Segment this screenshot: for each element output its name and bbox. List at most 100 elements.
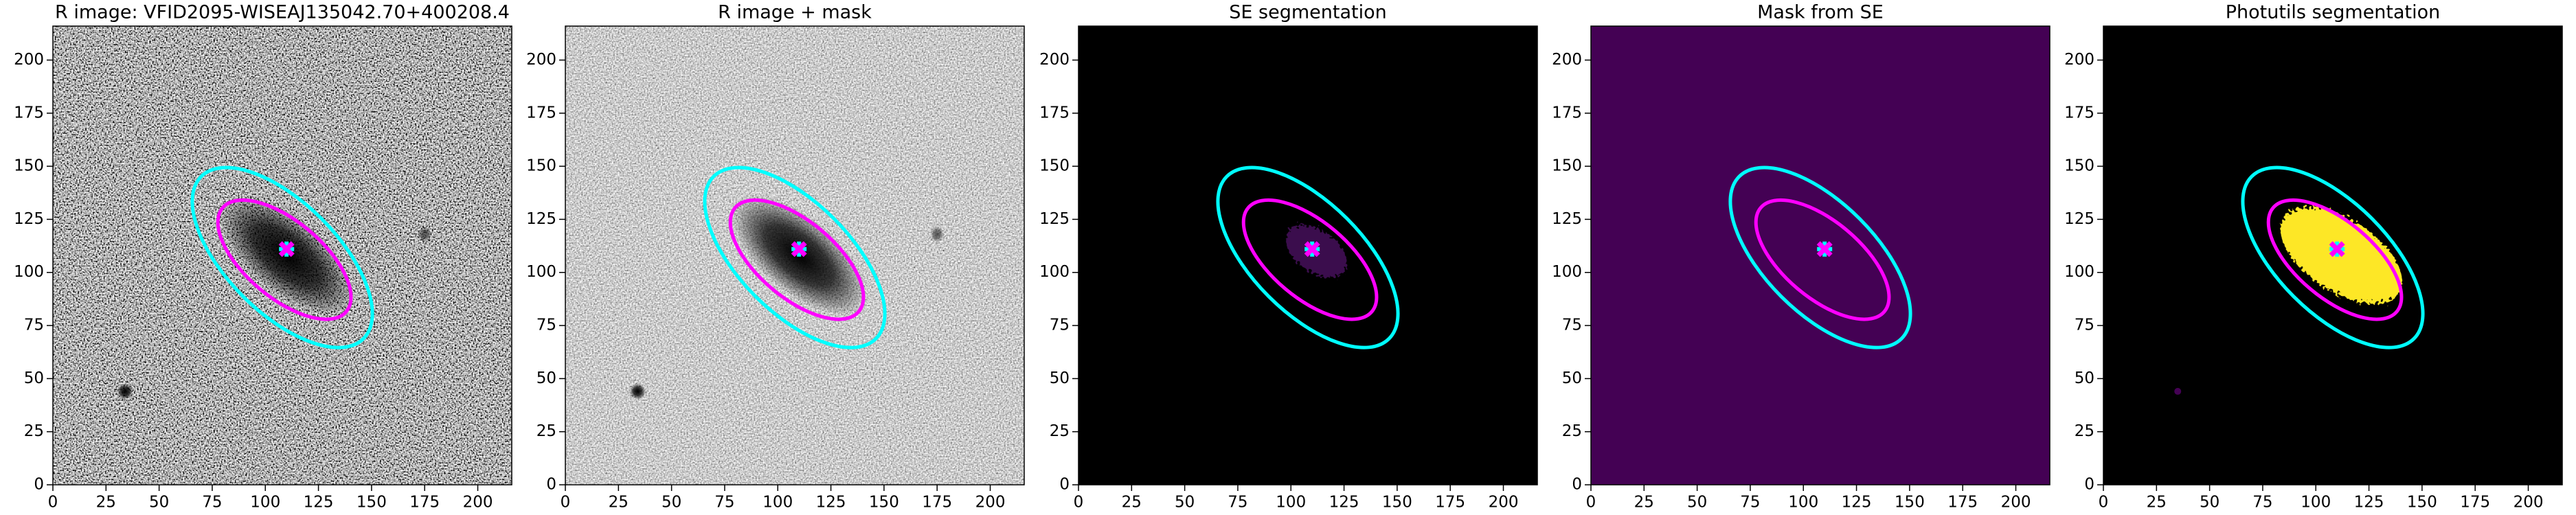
x-tick-label: 125: [2354, 494, 2384, 512]
x-tick-label: 150: [1382, 494, 1412, 512]
x-tick-label: 50: [2200, 494, 2219, 512]
y-tick-label: 100: [2064, 263, 2094, 281]
source: [117, 382, 134, 400]
aperture-ellipse: [703, 165, 887, 350]
x-tick-label: 100: [762, 494, 793, 512]
x-tick-label: 100: [1788, 494, 1818, 512]
y-tick-label: 175: [1552, 104, 1582, 122]
x-tick-label: 25: [1634, 494, 1654, 512]
y-tick-label: 0: [546, 476, 556, 494]
y-tick-label: 0: [1572, 476, 1582, 494]
panel-title: R image: VFID2095-WISEAJ135042.70+400208…: [55, 2, 510, 23]
y-tick-label: 25: [1562, 422, 1582, 440]
y-tick-label: 200: [1039, 51, 1070, 69]
y-tick-label: 150: [2064, 157, 2094, 175]
x-tick-label: 175: [1947, 494, 1978, 512]
x-tick-label: 75: [714, 494, 734, 512]
y-tick-label: 200: [2064, 51, 2094, 69]
y-tick-label: 25: [2075, 422, 2094, 440]
x-tick-label: 75: [2252, 494, 2272, 512]
y-tick-label: 125: [526, 210, 556, 228]
y-tick-label: 150: [526, 157, 556, 175]
x-tick-label: 200: [2513, 494, 2544, 512]
y-tick-label: 75: [536, 317, 556, 334]
y-tick-label: 150: [1039, 157, 1070, 175]
x-tick-label: 25: [2147, 494, 2167, 512]
y-tick-label: 100: [1039, 263, 1070, 281]
y-tick-label: 125: [1552, 210, 1582, 228]
y-tick-label: 200: [14, 51, 44, 69]
x-tick-label: 125: [1329, 494, 1359, 512]
aperture-ellipse: [1216, 165, 1400, 350]
y-tick-label: 200: [1552, 51, 1582, 69]
x-tick-label: 75: [202, 494, 222, 512]
x-tick-label: 125: [304, 494, 334, 512]
axes-frame: [565, 25, 1025, 485]
x-tick-label: 175: [922, 494, 952, 512]
panel-title: Photutils segmentation: [2226, 2, 2441, 23]
aperture-ellipse: [2241, 165, 2425, 350]
axes-frame: [1078, 25, 1538, 485]
aperture-ellipse: [1728, 165, 1912, 350]
y-tick-label: 75: [24, 317, 44, 334]
panel-title: Mask from SE: [1757, 2, 1884, 23]
aperture-ellipse: [2266, 198, 2404, 321]
x-tick-label: 0: [1586, 494, 1596, 512]
x-tick-label: 25: [609, 494, 629, 512]
y-tick-label: 150: [1552, 157, 1582, 175]
x-tick-label: 100: [1276, 494, 1306, 512]
x-tick-label: 150: [869, 494, 899, 512]
y-tick-label: 75: [2075, 317, 2094, 334]
x-tick-label: 25: [1122, 494, 1142, 512]
x-tick-label: 175: [1435, 494, 1465, 512]
x-tick-label: 200: [463, 494, 493, 512]
y-tick-label: 0: [34, 476, 44, 494]
panel-title: SE segmentation: [1229, 2, 1386, 23]
x-tick-label: 0: [48, 494, 58, 512]
y-tick-label: 175: [526, 104, 556, 122]
x-tick-label: 200: [1489, 494, 1519, 512]
aperture-ellipse: [1754, 198, 1891, 321]
center-marker: [1304, 241, 1320, 258]
y-tick-label: 175: [2064, 104, 2094, 122]
y-tick-label: 75: [1562, 317, 1582, 334]
x-tick-label: 150: [1895, 494, 1925, 512]
y-tick-label: 50: [24, 369, 44, 387]
panel: 0 25 50 75 100 125 150 175 200 0 25 50 75 100 125 150 17…: [1039, 2, 1538, 512]
source: [418, 226, 432, 243]
x-tick-label: 50: [1687, 494, 1707, 512]
y-tick-label: 125: [14, 210, 44, 228]
y-tick-label: 175: [14, 104, 44, 122]
y-tick-label: 50: [1562, 369, 1582, 387]
x-tick-label: 200: [975, 494, 1006, 512]
center-marker: [1816, 241, 1833, 258]
x-tick-label: 50: [662, 494, 681, 512]
center-marker: [2329, 241, 2345, 258]
panel: 0 25 50 75 100 125 150 175 200 0 25 50 75 100 125 150 17…: [1552, 2, 2050, 512]
x-tick-label: 150: [2407, 494, 2437, 512]
x-tick-label: 75: [1740, 494, 1760, 512]
y-tick-label: 100: [14, 263, 44, 281]
x-tick-label: 175: [2460, 494, 2490, 512]
axes-frame: [1590, 25, 2050, 485]
x-tick-label: 100: [250, 494, 280, 512]
panel: 0 25 50 75 100 125 150 175 200 0 25 50 75 100 125 150 17…: [14, 2, 512, 512]
y-tick-label: 100: [526, 263, 556, 281]
panel: 0 25 50 75 100 125 150 175 200 0 25 50 75 100 125 150 17…: [526, 2, 1025, 512]
aperture-ellipse: [190, 165, 374, 350]
x-tick-label: 25: [96, 494, 116, 512]
x-tick-label: 100: [2301, 494, 2331, 512]
y-tick-label: 125: [1039, 210, 1070, 228]
aperture-ellipse: [216, 198, 353, 321]
axes-frame: [2103, 25, 2563, 485]
segment: [2174, 387, 2182, 395]
y-tick-label: 0: [1059, 476, 1070, 494]
aperture-ellipse: [728, 198, 866, 321]
x-tick-label: 0: [1074, 494, 1084, 512]
x-tick-label: 175: [409, 494, 440, 512]
x-tick-label: 50: [149, 494, 169, 512]
x-tick-label: 50: [1175, 494, 1195, 512]
y-tick-label: 50: [536, 369, 556, 387]
y-tick-label: 50: [1050, 369, 1070, 387]
